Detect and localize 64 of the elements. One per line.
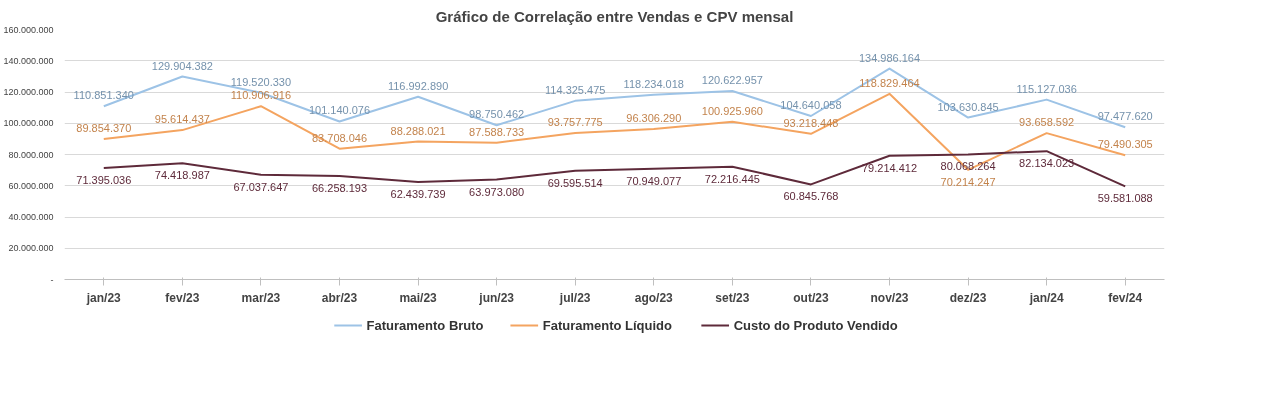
data-label: 59.581.088 xyxy=(1097,192,1153,205)
x-tick-label: fev/23 xyxy=(165,290,200,305)
legend-label: Custo do Produto Vendido xyxy=(733,318,898,333)
data-label: 60.845.768 xyxy=(783,190,839,203)
legend-label: Faturamento Líquido xyxy=(542,318,673,333)
data-label: 118.829.464 xyxy=(859,76,920,89)
y-tick-label: 140.000.000 xyxy=(3,55,54,66)
data-label: 74.418.987 xyxy=(154,169,210,182)
y-tick-label: 20.000.000 xyxy=(8,243,54,254)
data-label: 62.439.739 xyxy=(390,187,446,200)
data-label: 88.288.021 xyxy=(390,124,446,137)
data-label: 79.490.305 xyxy=(1097,138,1153,151)
data-label: 101.140.076 xyxy=(308,104,371,117)
data-label: 87.588.733 xyxy=(469,125,525,138)
data-label: 114.325.475 xyxy=(545,83,606,96)
data-label: 116.992.890 xyxy=(387,79,449,92)
x-tick-label: ago/23 xyxy=(634,290,674,305)
y-tick-label: 160.000.000 xyxy=(3,24,54,35)
data-label: 100.925.960 xyxy=(701,104,763,117)
data-label: 82.134.023 xyxy=(1019,157,1075,170)
x-tick-label: dez/23 xyxy=(949,290,987,305)
x-tick-label: set/23 xyxy=(715,290,750,305)
legend-label: Faturamento Bruto xyxy=(366,318,484,333)
y-tick-label: 60.000.000 xyxy=(8,180,54,191)
y-tick-label: 120.000.000 xyxy=(3,87,54,97)
data-label: 70.214.247 xyxy=(940,175,996,188)
data-label: 89.854.370 xyxy=(76,122,132,135)
x-tick-label: abr/23 xyxy=(321,290,358,305)
x-tick-label: mai/23 xyxy=(399,290,438,305)
x-tick-label: fev/24 xyxy=(1108,290,1143,305)
x-tick-label: mar/23 xyxy=(241,290,281,305)
y-tick-label: 100.000.000 xyxy=(3,118,54,129)
data-label: 72.216.445 xyxy=(704,172,760,185)
data-label: 129.904.382 xyxy=(151,59,213,72)
data-label: 134.986.164 xyxy=(858,51,921,64)
data-label: 93.757.775 xyxy=(547,116,603,128)
data-label: 79.214.412 xyxy=(861,161,918,174)
data-label: 120.622.957 xyxy=(701,74,763,87)
data-label: 115.127.036 xyxy=(1016,82,1077,95)
y-tick-label: - xyxy=(50,274,54,285)
x-tick-label: jul/23 xyxy=(558,290,591,305)
data-label: 97.477.620 xyxy=(1097,110,1153,123)
data-label: 95.614.437 xyxy=(154,113,210,126)
data-label: 96.306.290 xyxy=(626,112,682,125)
y-tick-label: 80.000.000 xyxy=(8,149,54,160)
data-label: 70.949.077 xyxy=(626,174,682,187)
data-label: 119.520.330 xyxy=(230,75,292,88)
data-label: 93.658.592 xyxy=(1019,116,1075,129)
data-label: 110.906.916 xyxy=(230,89,292,102)
x-tick-label: nov/23 xyxy=(870,290,909,305)
data-label: 63.973.080 xyxy=(469,185,525,198)
x-tick-label: out/23 xyxy=(793,290,829,305)
data-label: 71.395.036 xyxy=(76,173,132,186)
data-label: 66.258.193 xyxy=(311,181,368,194)
y-tick-label: 40.000.000 xyxy=(8,212,54,222)
data-label: 98.750.462 xyxy=(469,108,525,121)
data-label: 67.037.647 xyxy=(233,180,289,193)
data-label: 69.595.514 xyxy=(547,176,603,189)
chart-title: Gráfico de Correlação entre Vendas e CPV mensal xyxy=(435,7,794,25)
x-tick-label: jun/23 xyxy=(478,290,515,305)
x-tick-label: jan/23 xyxy=(85,290,122,305)
data-label: 118.234.018 xyxy=(623,77,684,90)
x-tick-label: jan/24 xyxy=(1028,290,1064,305)
data-label: 110.851.340 xyxy=(73,89,134,102)
